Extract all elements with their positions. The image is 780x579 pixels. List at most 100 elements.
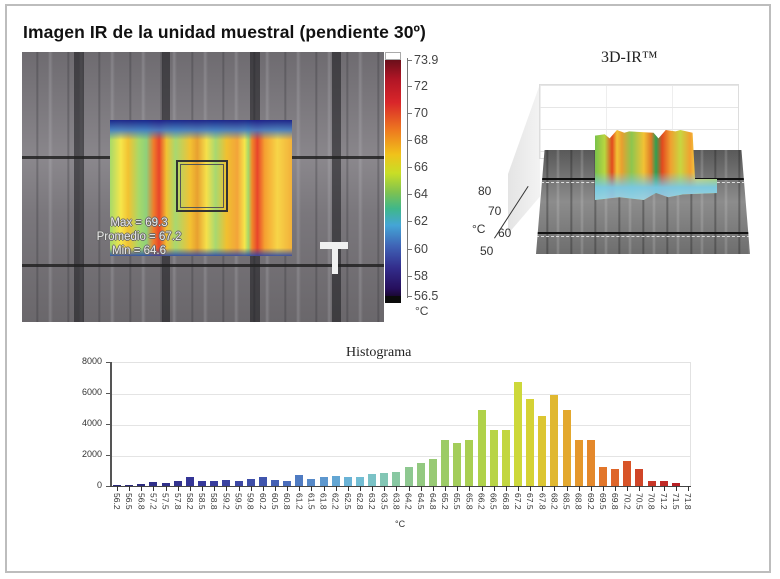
histogram-x-labels: 56.2 56.5 56.8 57.2 57.5 57.8 58.2 58.5 58.8 59.2… bbox=[112, 493, 694, 523]
x-tick-label: 64.8 bbox=[427, 493, 438, 510]
color-scale-tick bbox=[407, 85, 412, 87]
histogram-bar bbox=[574, 439, 583, 486]
histogram-bar bbox=[623, 461, 632, 486]
color-scale-label: 56.5 bbox=[414, 289, 439, 303]
x-tick-label: 70.5 bbox=[634, 493, 645, 510]
color-scale-label: 73.9 bbox=[414, 53, 439, 67]
histogram-bar bbox=[210, 481, 219, 486]
histogram-bar bbox=[270, 479, 279, 486]
histogram-bar bbox=[404, 467, 413, 486]
roof-rib-shadow bbox=[74, 52, 84, 322]
x-tick-label: 67.8 bbox=[537, 493, 548, 510]
x-tick-label: 57.2 bbox=[148, 493, 159, 510]
x-tick-label: 56.2 bbox=[112, 493, 122, 510]
x-tick bbox=[457, 486, 459, 491]
x-tick-label: 62.5 bbox=[342, 493, 353, 510]
x-tick-label: 63.5 bbox=[379, 493, 390, 510]
x-tick bbox=[372, 486, 374, 491]
y-tick-label: 6000 bbox=[81, 387, 102, 397]
x-tick-label: 62.2 bbox=[330, 493, 341, 510]
x-tick bbox=[566, 486, 568, 491]
x-tick bbox=[627, 486, 629, 491]
color-scale-bar bbox=[385, 60, 401, 296]
x-tick-label: 62.8 bbox=[355, 493, 365, 510]
roof-seam bbox=[536, 232, 750, 234]
color-scale-label: 66 bbox=[414, 160, 428, 175]
x-tick bbox=[129, 486, 131, 491]
stat-avg: Promedio = 67.2 bbox=[96, 231, 182, 243]
histogram-bar bbox=[113, 485, 121, 486]
x-tick bbox=[517, 486, 519, 491]
color-scale-tick bbox=[407, 60, 412, 61]
histogram-bar bbox=[356, 477, 364, 486]
x-tick-label: 68.2 bbox=[549, 493, 560, 510]
x-tick-label: 61.5 bbox=[306, 493, 317, 510]
roi-box[interactable] bbox=[176, 160, 228, 212]
x-tick bbox=[117, 486, 118, 491]
x-tick bbox=[153, 486, 155, 491]
histogram-bar bbox=[149, 482, 158, 486]
histogram-bar bbox=[380, 472, 389, 486]
histogram-bar bbox=[465, 439, 474, 486]
roof-marker bbox=[332, 249, 338, 274]
x-tick-label: 59.8 bbox=[245, 493, 256, 510]
x-tick-label: 65.8 bbox=[464, 493, 475, 510]
x-tick bbox=[493, 486, 495, 491]
x-tick bbox=[347, 486, 349, 491]
histogram-bar bbox=[222, 479, 231, 486]
z-tick: 50 bbox=[480, 244, 494, 258]
histogram-bar bbox=[137, 484, 146, 486]
roof-marker bbox=[320, 242, 348, 249]
x-tick-label: 68.8 bbox=[573, 493, 584, 510]
x-tick-label: 71.8 bbox=[683, 493, 694, 510]
x-tick-label: 63.2 bbox=[367, 493, 378, 510]
color-scale-tick bbox=[407, 167, 412, 169]
x-tick-label: 66.8 bbox=[500, 493, 511, 510]
histogram-bars bbox=[112, 362, 690, 486]
gridline bbox=[110, 425, 690, 426]
x-tick bbox=[651, 486, 653, 491]
histogram-bar bbox=[635, 468, 644, 486]
x-tick-label: 60.2 bbox=[257, 493, 268, 510]
histogram-bar bbox=[125, 484, 134, 486]
x-tick bbox=[335, 486, 337, 491]
x-tick-label: 61.2 bbox=[294, 493, 305, 510]
x-tick bbox=[360, 486, 361, 491]
histogram-bar bbox=[185, 477, 194, 486]
y-tick-label: 4000 bbox=[81, 418, 102, 428]
y-tick-label: 2000 bbox=[81, 449, 102, 459]
x-tick-label: 57.5 bbox=[160, 493, 171, 510]
x-tick bbox=[287, 486, 289, 491]
x-tick bbox=[639, 486, 641, 491]
x-tick-label: 69.8 bbox=[610, 493, 621, 510]
x-tick-label: 59.5 bbox=[233, 493, 244, 510]
thermal-overlay bbox=[110, 120, 292, 256]
histogram-bar bbox=[246, 479, 255, 486]
color-scale-label: 70 bbox=[414, 105, 428, 120]
plot3d-title: 3D-IR™ bbox=[601, 49, 658, 66]
gridline bbox=[110, 456, 690, 457]
y-tick bbox=[106, 486, 111, 487]
histogram-bar bbox=[343, 476, 352, 486]
x-tick bbox=[323, 486, 325, 491]
x-tick bbox=[189, 486, 191, 491]
x-tick bbox=[408, 486, 410, 491]
histogram-bar bbox=[489, 430, 498, 486]
x-tick bbox=[202, 486, 204, 491]
x-tick bbox=[603, 486, 604, 491]
histogram-bar bbox=[599, 467, 607, 486]
color-scale-label: 62 bbox=[414, 214, 428, 229]
histogram-bar bbox=[538, 416, 547, 486]
color-scale-tick bbox=[407, 275, 412, 277]
plot3d: 80 70 °C 60 50 bbox=[470, 80, 760, 260]
x-tick-label: 70.8 bbox=[646, 493, 657, 510]
histogram-bar bbox=[283, 480, 292, 486]
y-tick-label: 8000 bbox=[81, 356, 102, 366]
histogram-bar bbox=[647, 481, 656, 486]
histogram-bar bbox=[562, 410, 571, 486]
x-tick bbox=[530, 486, 532, 491]
color-scale-label: 64 bbox=[414, 187, 428, 202]
x-tick bbox=[250, 486, 252, 491]
histogram-bar bbox=[416, 462, 425, 486]
histogram-bar bbox=[513, 382, 522, 486]
